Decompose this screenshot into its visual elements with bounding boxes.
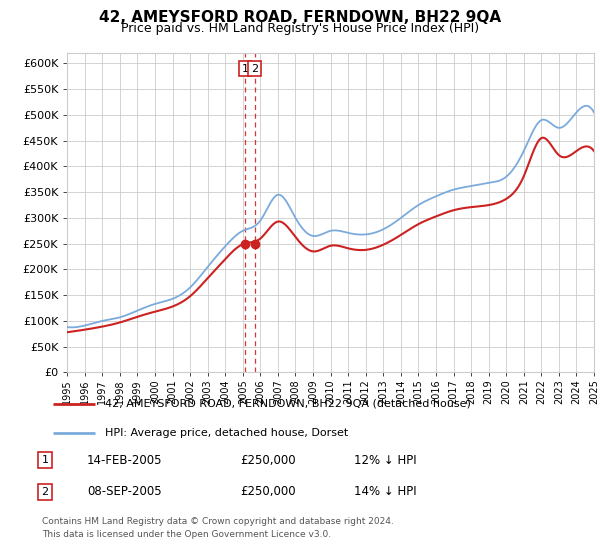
Text: 2: 2 (41, 487, 49, 497)
Text: £250,000: £250,000 (240, 485, 296, 498)
Text: 12% ↓ HPI: 12% ↓ HPI (354, 454, 416, 467)
Text: 1: 1 (241, 64, 248, 74)
Text: 1: 1 (41, 455, 49, 465)
Text: Price paid vs. HM Land Registry's House Price Index (HPI): Price paid vs. HM Land Registry's House … (121, 22, 479, 35)
Text: 14-FEB-2005: 14-FEB-2005 (87, 454, 163, 467)
Text: 42, AMEYSFORD ROAD, FERNDOWN, BH22 9QA: 42, AMEYSFORD ROAD, FERNDOWN, BH22 9QA (99, 10, 501, 25)
Text: This data is licensed under the Open Government Licence v3.0.: This data is licensed under the Open Gov… (42, 530, 331, 539)
Text: 08-SEP-2005: 08-SEP-2005 (87, 485, 161, 498)
Text: £250,000: £250,000 (240, 454, 296, 467)
Text: HPI: Average price, detached house, Dorset: HPI: Average price, detached house, Dors… (106, 428, 349, 437)
Text: Contains HM Land Registry data © Crown copyright and database right 2024.: Contains HM Land Registry data © Crown c… (42, 517, 394, 526)
Text: 2: 2 (251, 64, 258, 74)
Text: 14% ↓ HPI: 14% ↓ HPI (354, 485, 416, 498)
Text: 42, AMEYSFORD ROAD, FERNDOWN, BH22 9QA (detached house): 42, AMEYSFORD ROAD, FERNDOWN, BH22 9QA (… (106, 399, 471, 409)
